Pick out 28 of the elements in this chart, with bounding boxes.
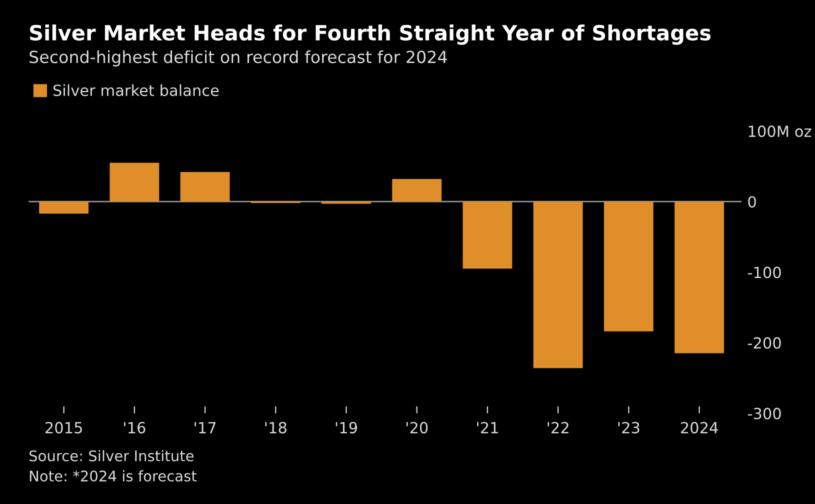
source-note: Source: Silver Institute — [29, 450, 194, 462]
y-tick-label: -300 — [748, 408, 781, 420]
chart-subtitle: Second-highest deficit on record forecast for 2024 — [30, 50, 447, 66]
x-tick-label: '18 — [265, 422, 286, 434]
x-tick-label: '17 — [194, 422, 216, 434]
x-tick-label: 2015 — [46, 422, 82, 434]
y-tick-label: 100M oz — [748, 126, 812, 138]
y-tick-label: 0 — [748, 196, 756, 208]
x-tick-label: 2024 — [680, 422, 718, 434]
y-tick-label: -100 — [748, 266, 781, 278]
x-tick-label: '22 — [548, 422, 568, 434]
bar — [110, 162, 160, 202]
legend-label: Silver market balance — [53, 84, 219, 96]
bar — [674, 202, 724, 354]
bar — [392, 179, 442, 202]
bar — [180, 172, 230, 202]
x-tick-label: '16 — [124, 422, 146, 434]
text: Note: *2024 is forecast — [30, 470, 197, 482]
y-tick-label: -200 — [748, 337, 781, 349]
x-tick-label: '19 — [336, 422, 357, 434]
bar — [462, 202, 512, 269]
bar — [604, 202, 654, 332]
bar — [533, 202, 583, 368]
x-tick-label: '20 — [406, 422, 428, 434]
x-tick-label: '23 — [618, 422, 640, 434]
chart-title: Silver Market Heads for Fourth Straight Year of Shortages — [30, 24, 711, 45]
bar — [39, 202, 89, 214]
x-tick-label: '21 — [477, 422, 498, 434]
